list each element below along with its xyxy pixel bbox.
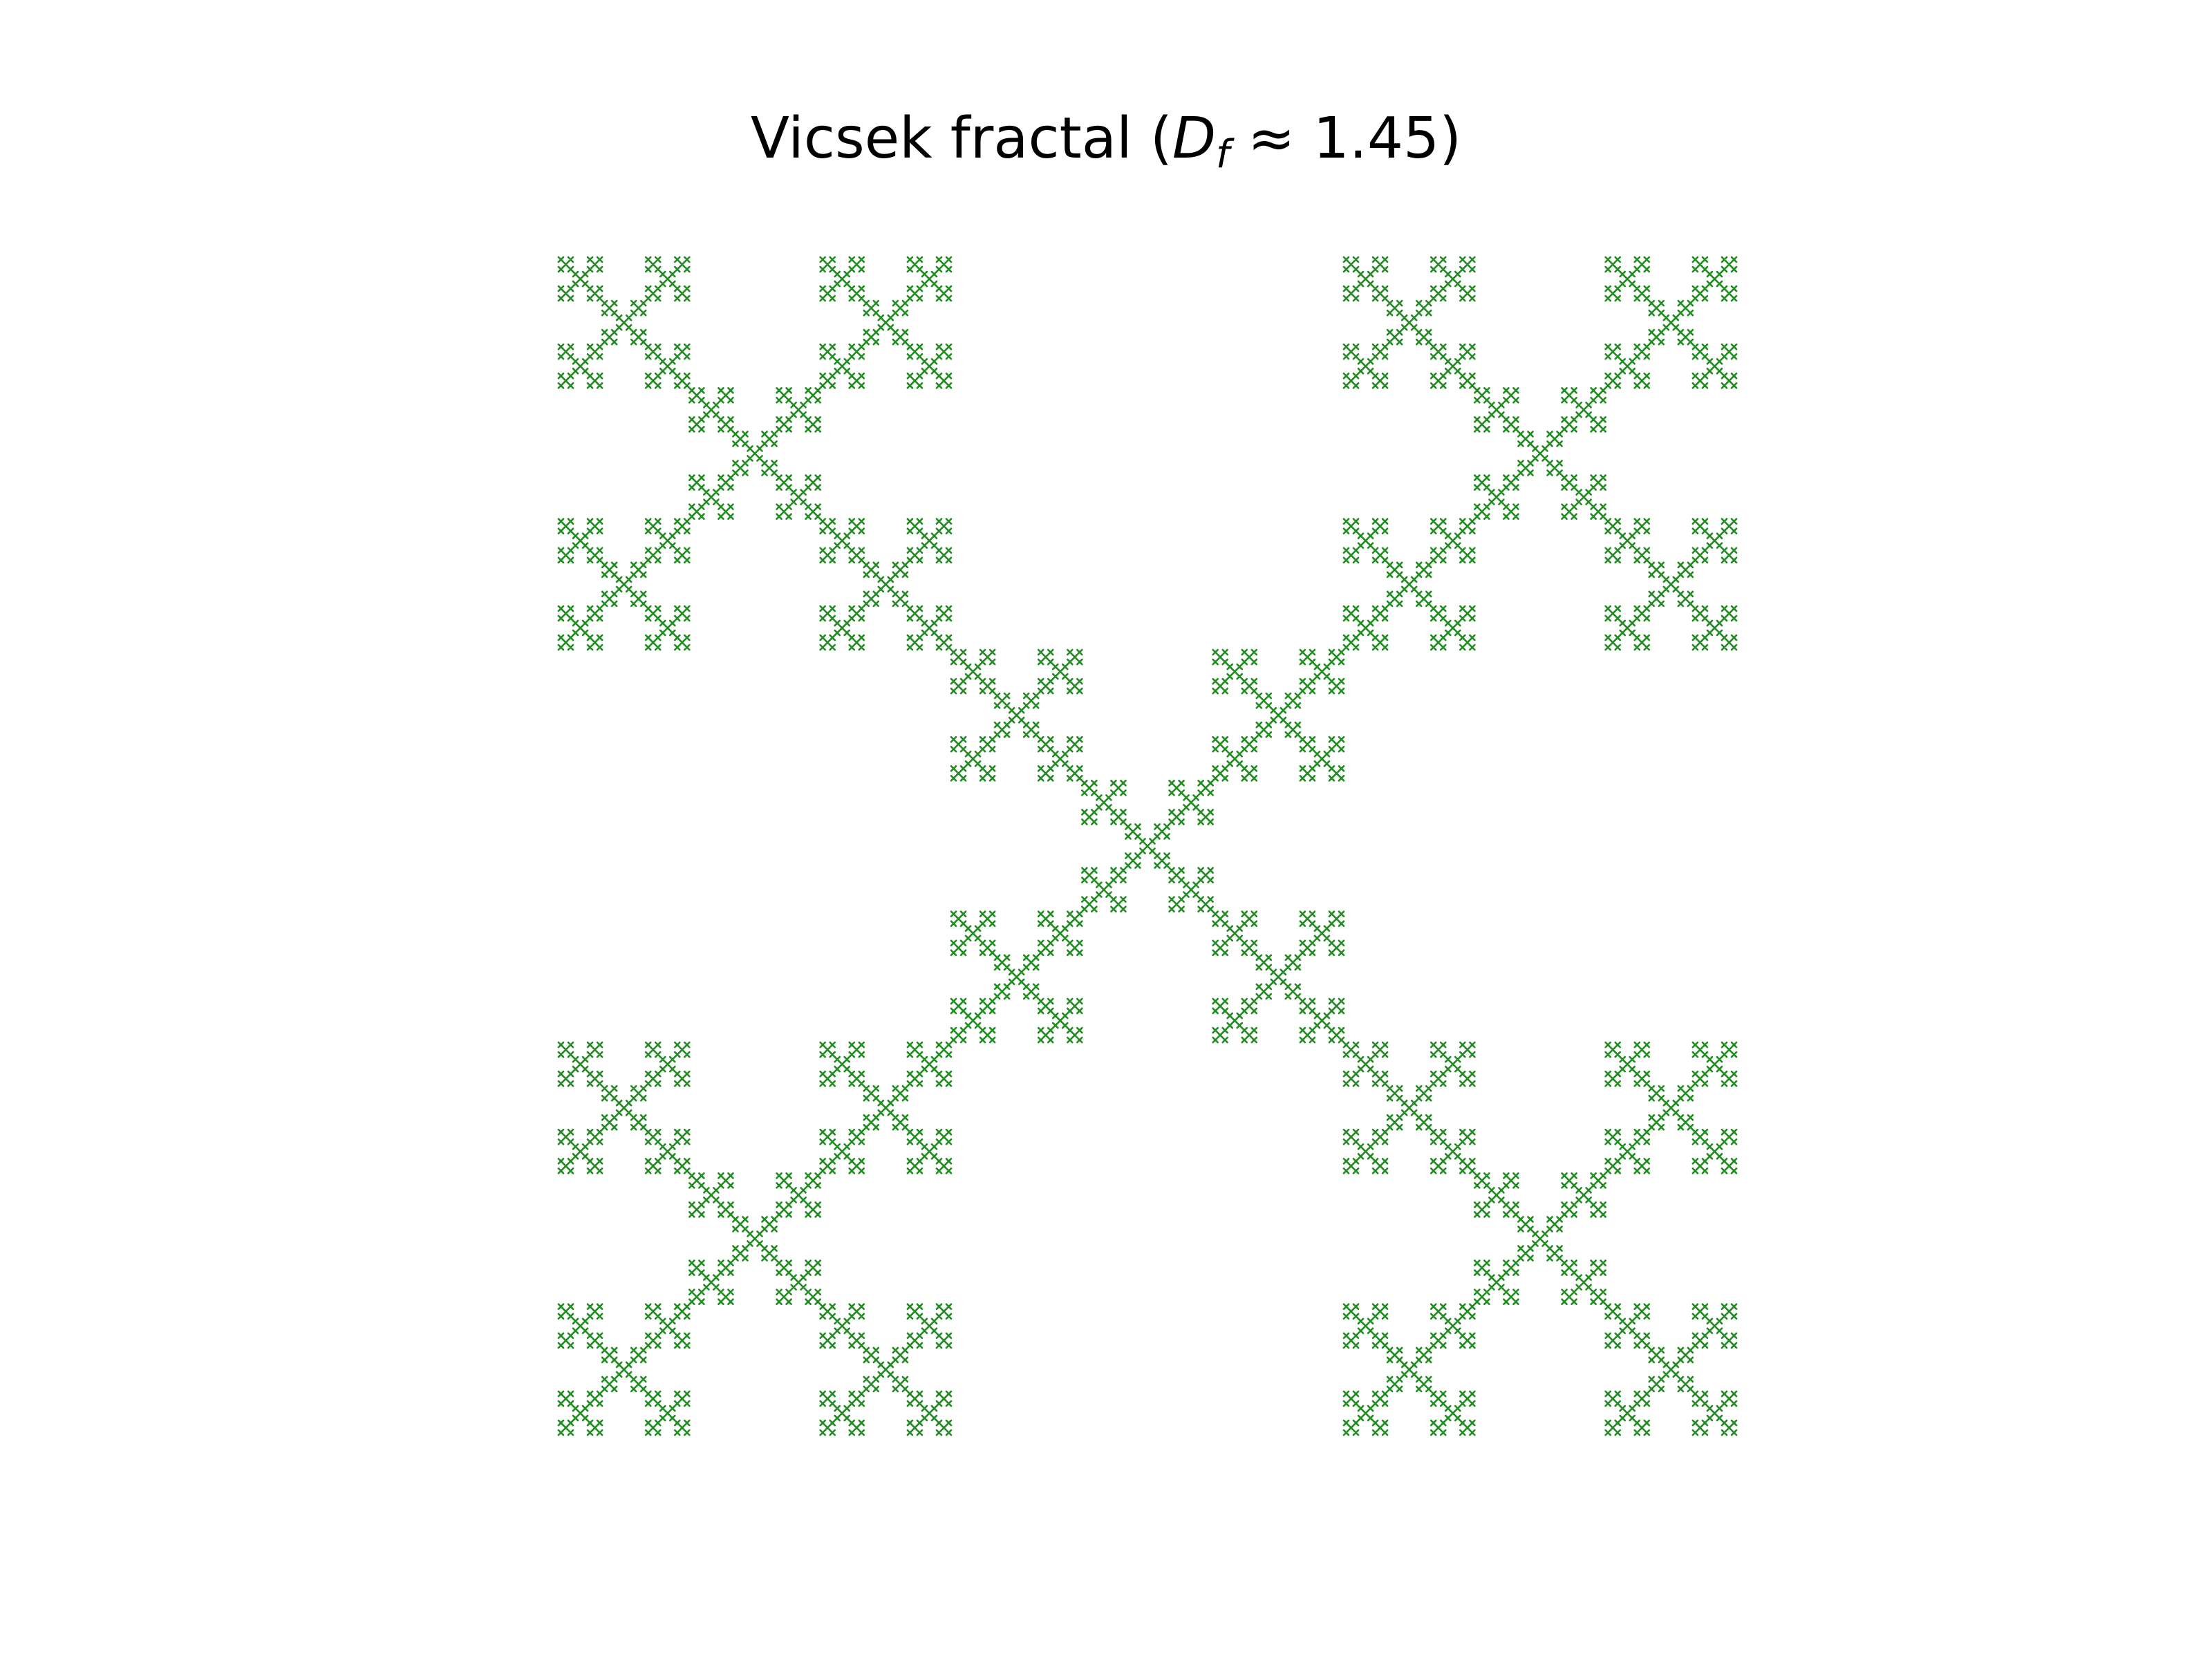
title-relation: ≈ (1229, 106, 1313, 171)
figure-title: Vicsek fractal (Df ≈ 1.45) (0, 111, 2212, 174)
fractal-cross-pattern (557, 256, 1738, 1436)
title-symbol: D (1172, 106, 1217, 171)
title-value: 1.45 (1313, 106, 1440, 171)
title-suffix: ) (1439, 106, 1462, 171)
vicsek-fractal (557, 256, 1738, 1436)
title-subscript: f (1216, 132, 1230, 177)
title-prefix: Vicsek fractal ( (750, 106, 1172, 171)
